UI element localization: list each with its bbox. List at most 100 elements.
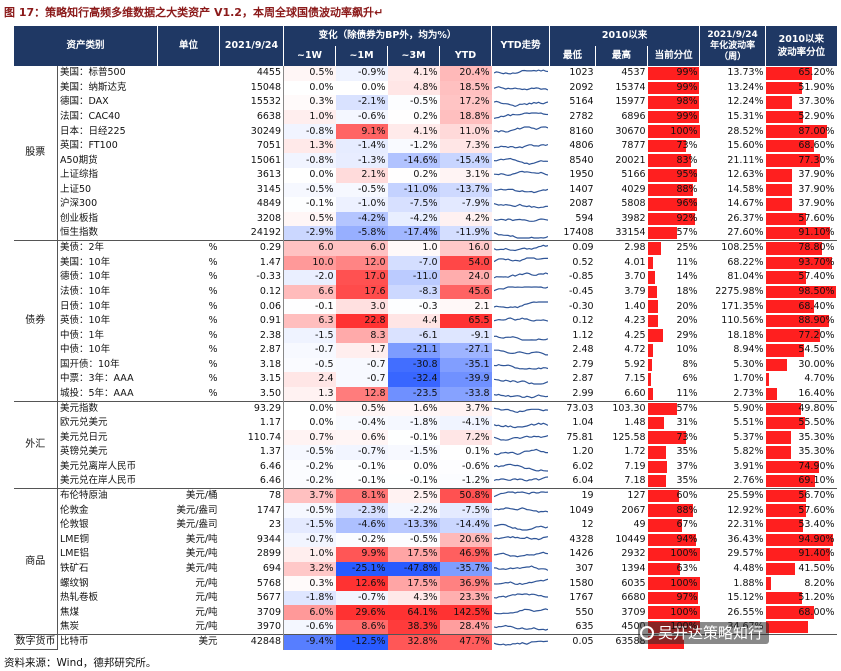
since2010-max: 103.30 [595, 400, 648, 416]
asset-unit [158, 197, 220, 212]
change-m3: 0.2% [387, 109, 440, 125]
change-m1: -0.7 [335, 357, 388, 373]
asset-value: 23 [219, 517, 285, 533]
vol-percentile: 35.30% [765, 445, 837, 460]
change-w1: 0.3% [283, 576, 336, 591]
table-row: LME铝 美元/吨 2899 1.0% 9.9% 17.5% 46.9% 1426 2932 10… [14, 547, 837, 562]
vol-percentile: 51.20% [765, 591, 837, 606]
vol-percentile [765, 620, 837, 635]
ytd-sparkline [492, 183, 550, 198]
since2010-min: -0.85 [568, 271, 594, 283]
ytd-sparkline [492, 285, 550, 300]
change-ytd: 65.5 [439, 313, 492, 329]
since2010-max: 6.60 [624, 387, 646, 399]
annual-vol: 14.58% [727, 183, 764, 195]
asset-table: 资产类别 单位 2021/9/24 变化（除债券为BP外，均为%） YTD走势 … [12, 26, 837, 650]
since2010-min: 1023 [569, 67, 594, 79]
change-m3: 1.0 [387, 240, 440, 256]
asset-value: 1.37 [219, 445, 285, 460]
table-row: A50期货 15061 -0.8% -1.3% -14.6% -15.4% 8540 2002… [14, 153, 837, 169]
since2010-max: 7.15 [624, 373, 646, 385]
annual-vol: 5.37% [733, 431, 764, 443]
header-max: 最高 [595, 46, 648, 66]
table-row: 商品 布伦特原油 美元/桶 78 3.7% 8.1% 2.5% 50.8% 19 127 60% 25… [13, 488, 837, 636]
asset-value: 4455 [219, 66, 285, 81]
table-row: 国开债：10年% 3.18 -0.5 -0.7 -30.8 -35.1 2.79 5.92 8%… [14, 357, 837, 373]
change-m3: -6.1 [387, 328, 440, 343]
change-m3: -11.0% [387, 182, 440, 198]
since2010-min: 1049 [569, 504, 594, 516]
asset-value: 7051 [219, 138, 285, 154]
change-m3: -32.4 [387, 372, 440, 387]
change-ytd: 4.2% [439, 211, 492, 227]
annual-vol: 8.94% [733, 344, 764, 356]
ytd-sparkline [492, 226, 550, 241]
table-row: 上证综指 3613 0.0% 2.1% 0.2% 3.1% 1950 5166 95% 12.63… [14, 168, 837, 183]
change-m3: -14.6% [387, 153, 440, 169]
current-percentile: 6% [647, 372, 700, 387]
table-row: 城投：5年：AAA% 3.50 1.3 12.8 -23.5 -33.8 2.99 6.60 1… [14, 386, 837, 402]
change-m3: 0.0% [387, 459, 440, 475]
since2010-max: 5808 [621, 198, 646, 210]
change-m1: 22.8 [335, 313, 388, 329]
asset-value: 0.06 [219, 299, 285, 314]
vol-percentile: 57.60% [765, 503, 837, 518]
asset-value: 6.46 [219, 474, 285, 489]
vol-percentile: 88.90% [765, 314, 837, 329]
annual-vol: 25.59% [699, 488, 766, 504]
asset-name: 伦敦银 [60, 519, 89, 531]
since2010-max: 125.58 [612, 431, 646, 443]
asset-name: 中债：1年 [60, 329, 105, 341]
since2010-min: 0.05 [549, 634, 596, 650]
current-percentile: 57% [647, 226, 700, 241]
change-m3: 4.3% [387, 590, 440, 606]
since2010-min: 1767 [569, 592, 594, 604]
group-label: 商品 [13, 488, 58, 636]
change-w1: 6.6 [283, 284, 336, 300]
current-percentile: 60% [647, 488, 700, 504]
since2010-max: 4.25 [624, 329, 646, 341]
since2010-max: 5166 [621, 169, 646, 181]
table-row: 焦煤 元/吨 3709 6.0% 29.6% 64.1% 142.5% 550 3709 100%… [14, 605, 837, 620]
table-row: 日债：10年% 0.06 -0.1 3.0 -0.3 2.1 -0.30 1.40 20% 171… [14, 299, 837, 314]
asset-unit [158, 430, 220, 445]
asset-unit [158, 81, 220, 96]
ytd-sparkline [492, 328, 550, 343]
vol-percentile: 68.60% [765, 139, 837, 154]
current-percentile: 88% [647, 183, 700, 198]
current-percentile: 100% [647, 547, 700, 562]
change-w1: -0.5% [283, 503, 336, 518]
since2010-max: 5.92 [624, 358, 646, 370]
asset-name: 伦敦金 [60, 504, 89, 516]
current-percentile: 96% [647, 197, 700, 212]
ytd-sparkline [492, 591, 550, 606]
since2010-min: 1407 [569, 183, 594, 195]
current-percentile: 94% [647, 533, 700, 548]
asset-name: 国开债：10年 [60, 358, 120, 370]
header-1w: ~1W [283, 46, 336, 66]
since2010-min: 1.12 [572, 329, 594, 341]
change-ytd: 16.0 [439, 240, 492, 256]
asset-unit: 元/吨 [195, 606, 218, 618]
change-m3: 64.1% [387, 605, 440, 620]
change-ytd: -7.5% [439, 503, 492, 518]
table-row: 美元兑日元 110.74 0.7% 0.6% -0.1% 7.2% 75.81 125.58 7… [14, 430, 837, 446]
asset-unit: % [208, 329, 218, 341]
change-ytd: 47.7% [439, 634, 492, 650]
change-w1: 10.0 [283, 255, 336, 271]
change-w1: -1.5% [283, 517, 336, 533]
change-ytd: 20.4% [439, 66, 492, 81]
annual-vol: 27.60% [727, 227, 764, 239]
current-percentile: 99% [647, 81, 700, 96]
asset-unit [158, 416, 220, 431]
header-date: 2021/9/24 [219, 26, 284, 66]
since2010-min: -0.45 [568, 285, 594, 297]
change-ytd: 17.2% [439, 95, 492, 110]
vol-percentile: 37.90% [765, 183, 837, 198]
ytd-sparkline [492, 503, 550, 518]
asset-unit: % [208, 315, 218, 327]
since2010-min: 8160 [569, 125, 594, 137]
change-m3: -30.8 [387, 357, 440, 373]
vol-percentile: 68.00% [765, 605, 837, 620]
asset-name: 美元兑日元 [60, 431, 108, 443]
